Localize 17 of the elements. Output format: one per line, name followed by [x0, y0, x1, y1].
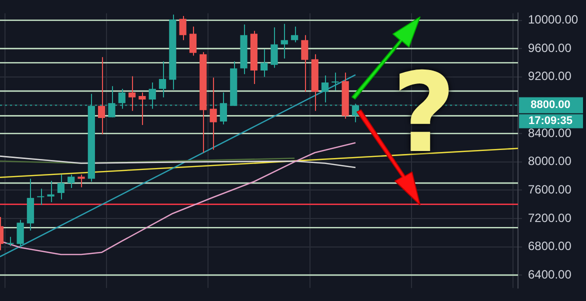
- y-tick-label: 8400.00: [528, 126, 572, 140]
- candlestick: [210, 77, 217, 150]
- y-tick-label: 8000.00: [528, 154, 572, 168]
- candlestick: [240, 24, 248, 75]
- y-tick-label: 7600.00: [528, 182, 572, 196]
- y-tick-label: 6800.00: [528, 239, 572, 254]
- y-tick-label: 10000.00: [528, 12, 578, 27]
- candlestick: [301, 34, 308, 92]
- y-tick-label: 9600.00: [528, 40, 572, 55]
- y-tick-label: 7200.00: [528, 210, 572, 225]
- ref-line-label: 8800.00: [530, 99, 570, 112]
- candlestick: [270, 26, 278, 68]
- candlestick: [138, 92, 146, 126]
- text: 17:09:35: [528, 115, 573, 128]
- y-tick-label: 9200.00: [528, 69, 572, 84]
- y-tick-label: 6400.00: [528, 267, 572, 282]
- candlestick: [78, 174, 85, 188]
